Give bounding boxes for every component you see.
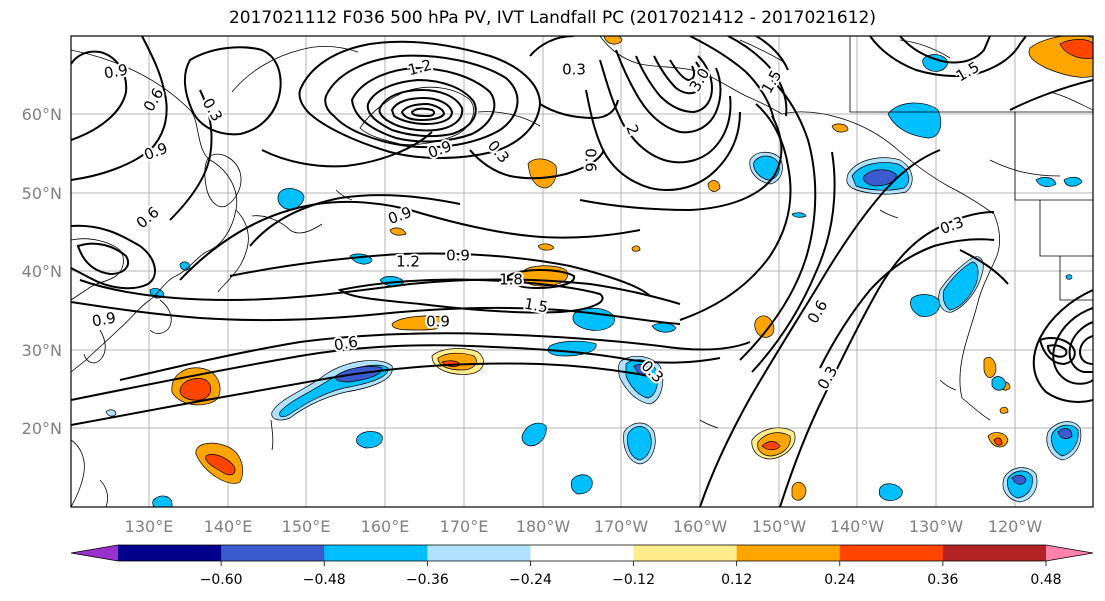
ivt-positive-fills [171,36,1093,501]
contour-label: 1.8 [499,271,523,289]
lon-label: 130°E [125,517,174,536]
lat-label: 50°N [22,184,62,203]
lon-label: 180°W [516,517,571,536]
contour-label: 1.2 [396,253,420,271]
lon-label: 160°W [673,517,728,536]
colorbar-tick-label: 0.12 [721,572,752,588]
lat-label: 30°N [22,341,62,360]
lon-label: 160°E [361,517,410,536]
colorbar-extend-min [71,545,118,561]
map-frame [70,35,1094,508]
latitude-axis: 60°N 50°N 40°N 30°N 20°N [22,105,62,438]
lon-label: 140°W [830,517,885,536]
colorbar-tick-label: −0.12 [612,572,655,588]
colorbar-outline [70,544,1094,562]
lat-label: 20°N [22,419,62,438]
colorbar-segment [942,545,1047,561]
colorbar-extend-max [1046,545,1093,561]
lon-label: 140°E [204,517,253,536]
colorbar-tick-label: 0.24 [824,572,855,588]
lon-label: 170°W [594,517,649,536]
colorbar-segment [221,545,325,561]
colorbar-segment [427,545,531,561]
colorbar-tick-label: −0.48 [303,572,346,588]
colorbar-tick-label: −0.36 [406,572,449,588]
lon-label: 170°E [440,517,489,536]
colorbar: −0.60 −0.48 −0.36 −0.24 −0.12 0.12 0.24 0.36 0.4… [70,544,1094,588]
colorbar-segment [839,545,944,561]
colorbar-tick-label: 0.48 [1030,572,1061,588]
lon-label: 120°W [988,517,1043,536]
colorbar-segment [118,545,222,561]
colorbar-tick-label: −0.24 [509,572,552,588]
contour-label: 0.6 [582,148,600,172]
colorbar-segment [633,545,738,561]
lon-label: 150°W [752,517,807,536]
lat-label: 60°N [22,105,62,124]
colorbar-tick-label: −0.60 [200,572,243,588]
lon-label: 130°W [909,517,964,536]
contour-label: 0.3 [562,61,586,79]
lon-label: 150°E [282,517,331,536]
colorbar-ticks: −0.60 −0.48 −0.36 −0.24 −0.12 0.12 0.24 0.36 0.4… [200,561,1062,588]
pv-contours [71,36,1093,507]
lat-label: 40°N [22,262,62,281]
map-title: 2017021112 F036 500 hPa PV, IVT Landfall… [228,8,876,28]
longitude-axis: 130°E 140°E 150°E 160°E 170°E 180°W 170°… [125,517,1043,536]
contour-label: 0.9 [426,313,450,331]
colorbar-segment [324,545,428,561]
contour-label: 0.9 [446,247,470,265]
colorbar-segment [530,545,635,561]
colorbar-tick-label: 0.36 [927,572,958,588]
colorbar-segment [736,545,841,561]
contour-label: 1.5 [523,295,550,317]
